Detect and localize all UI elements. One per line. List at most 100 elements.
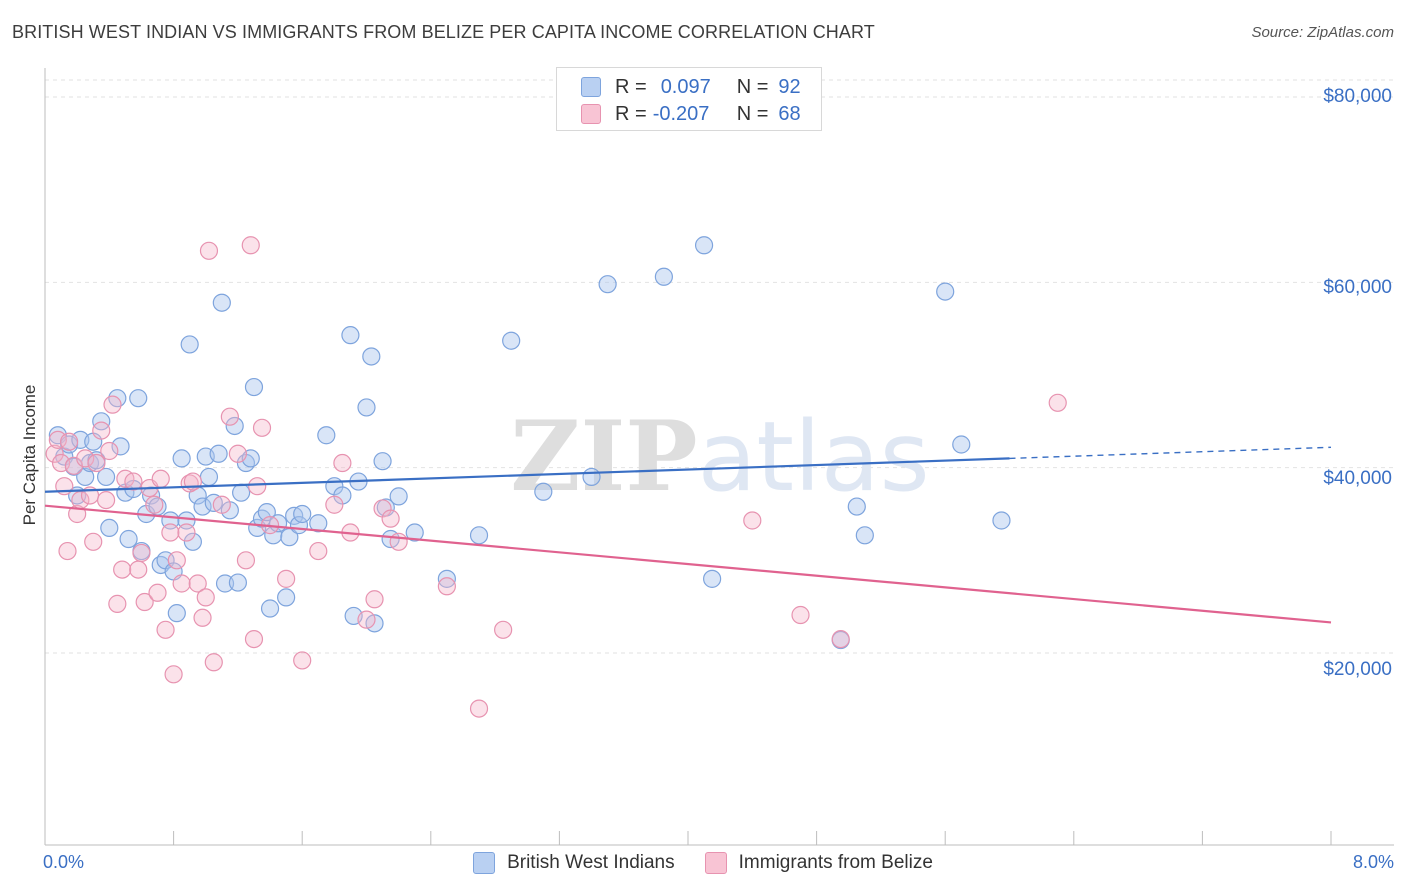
- point-british-west-indians: [92, 412, 111, 431]
- trend-line-extension-british-west-indians: [1009, 446, 1332, 460]
- chart-title: BRITISH WEST INDIAN VS IMMIGRANTS FROM B…: [12, 22, 875, 42]
- point-immigrants-from-belize: [151, 469, 170, 488]
- point-immigrants-from-belize: [228, 444, 247, 463]
- point-british-west-indians: [199, 467, 219, 487]
- point-immigrants-from-belize: [248, 477, 267, 496]
- n-label: N =: [736, 75, 769, 98]
- n-value: 68: [778, 102, 801, 125]
- x-tick-label-max: 8.0%: [1352, 852, 1394, 872]
- point-british-west-indians: [232, 483, 251, 502]
- point-immigrants-from-belize: [244, 629, 264, 649]
- point-british-west-indians: [119, 529, 138, 549]
- point-british-west-indians: [389, 487, 408, 506]
- watermark: ZIPatlas: [510, 400, 929, 513]
- pink-swatch: [581, 104, 601, 124]
- point-immigrants-from-belize: [148, 583, 167, 602]
- point-british-west-indians: [209, 444, 228, 463]
- source-label: Source: ZipAtlas.com: [1251, 24, 1394, 41]
- point-british-west-indians: [703, 569, 722, 588]
- point-immigrants-from-belize: [167, 551, 186, 570]
- point-immigrants-from-belize: [252, 418, 272, 437]
- pink-swatch: [704, 852, 727, 874]
- r-label: R =: [615, 75, 647, 98]
- point-british-west-indians: [654, 267, 673, 286]
- point-british-west-indians: [111, 437, 130, 456]
- legend-row-british-west-indians: R = 0.097 N = 92: [581, 74, 801, 100]
- point-immigrants-from-belize: [87, 453, 106, 473]
- point-immigrants-from-belize: [188, 574, 207, 593]
- point-british-west-indians: [992, 511, 1011, 530]
- point-british-west-indians: [357, 398, 376, 417]
- point-british-west-indians: [260, 599, 280, 618]
- point-british-west-indians: [317, 426, 336, 445]
- point-immigrants-from-belize: [365, 590, 384, 609]
- point-immigrants-from-belize: [132, 543, 151, 563]
- point-immigrants-from-belize: [293, 651, 312, 670]
- trend-line-british-west-indians: [44, 457, 1010, 493]
- trend-line-immigrants-from-belize: [44, 504, 1332, 624]
- point-immigrants-from-belize: [100, 441, 119, 461]
- point-british-west-indians: [582, 467, 601, 487]
- point-immigrants-from-belize: [1048, 393, 1067, 412]
- point-british-west-indians: [293, 504, 312, 524]
- point-immigrants-from-belize: [92, 421, 111, 440]
- point-immigrants-from-belize: [64, 456, 84, 475]
- point-british-west-indians: [225, 416, 244, 436]
- point-british-west-indians: [694, 236, 714, 255]
- point-british-west-indians: [180, 335, 199, 354]
- point-immigrants-from-belize: [96, 491, 116, 510]
- y-tick-label-60000: $60,000: [1323, 277, 1392, 298]
- point-immigrants-from-belize: [437, 577, 456, 596]
- point-immigrants-from-belize: [196, 588, 215, 607]
- point-immigrants-from-belize: [60, 432, 79, 451]
- point-immigrants-from-belize: [212, 495, 231, 514]
- point-immigrants-from-belize: [113, 560, 132, 579]
- y-tick-label-40000: $40,000: [1323, 468, 1392, 489]
- point-immigrants-from-belize: [164, 665, 183, 684]
- point-immigrants-from-belize: [84, 532, 103, 551]
- point-british-west-indians: [172, 449, 191, 468]
- point-british-west-indians: [405, 523, 424, 542]
- point-immigrants-from-belize: [204, 653, 223, 672]
- point-immigrants-from-belize: [494, 620, 513, 639]
- point-british-west-indians: [76, 467, 95, 487]
- point-british-west-indians: [373, 452, 392, 471]
- point-british-west-indians: [502, 331, 521, 350]
- n-label: N =: [736, 102, 769, 125]
- point-immigrants-from-belize: [325, 495, 344, 514]
- point-immigrants-from-belize: [333, 453, 352, 473]
- legend-item-british-west-indians: British West Indians: [473, 852, 675, 874]
- point-british-west-indians: [100, 518, 119, 538]
- point-immigrants-from-belize: [124, 472, 143, 491]
- y-axis-label: Per Capita Income: [20, 384, 39, 526]
- r-value: -0.207: [652, 102, 710, 125]
- point-immigrants-from-belize: [220, 407, 239, 426]
- r-label: R =: [615, 102, 647, 125]
- point-british-west-indians: [309, 514, 328, 533]
- point-immigrants-from-belize: [76, 449, 95, 468]
- point-immigrants-from-belize: [236, 551, 256, 570]
- point-british-west-indians: [277, 588, 296, 607]
- point-immigrants-from-belize: [199, 241, 219, 260]
- point-immigrants-from-belize: [135, 592, 154, 612]
- blue-swatch: [473, 852, 496, 874]
- blue-swatch: [581, 77, 601, 97]
- point-british-west-indians: [96, 467, 116, 487]
- legend-label: Immigrants from Belize: [738, 852, 933, 873]
- point-immigrants-from-belize: [469, 699, 489, 718]
- point-immigrants-from-belize: [743, 511, 762, 530]
- point-immigrants-from-belize: [45, 444, 64, 463]
- point-immigrants-from-belize: [791, 605, 810, 625]
- point-british-west-indians: [437, 569, 456, 588]
- legend-item-immigrants-from-belize: Immigrants from Belize: [704, 852, 933, 874]
- y-tick-label-20000: $20,000: [1323, 659, 1392, 680]
- point-british-west-indians: [193, 497, 212, 516]
- r-value: 0.097: [660, 75, 711, 98]
- point-immigrants-from-belize: [58, 541, 77, 561]
- point-immigrants-from-belize: [129, 560, 148, 579]
- x-tick-label-min: 0.0%: [43, 852, 85, 872]
- point-immigrants-from-belize: [145, 495, 164, 514]
- point-immigrants-from-belize: [177, 523, 196, 542]
- n-value: 92: [778, 75, 801, 98]
